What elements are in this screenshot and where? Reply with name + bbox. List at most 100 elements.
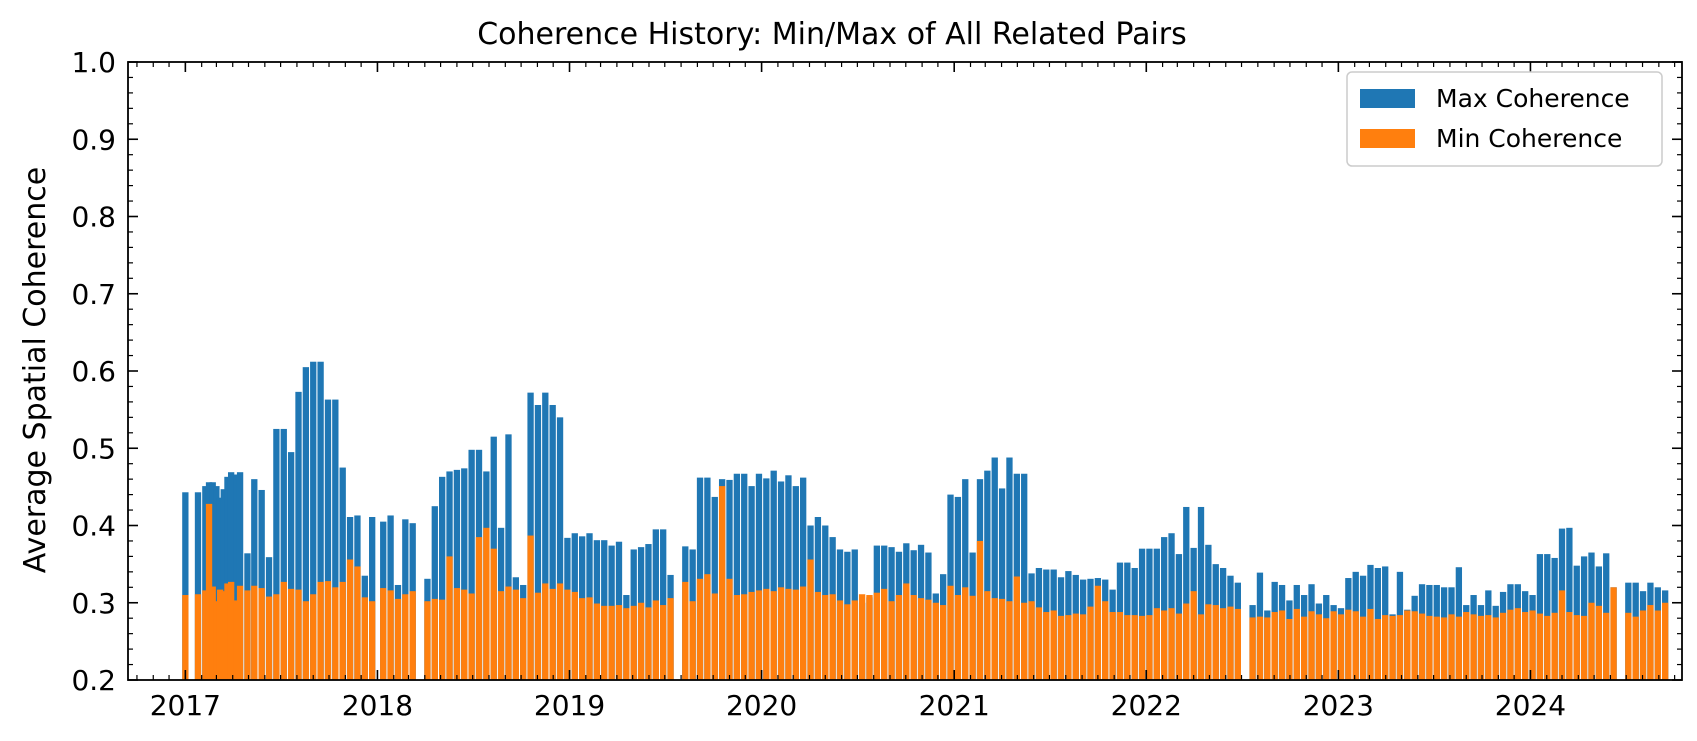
min-bar (1411, 611, 1418, 680)
min-bar (380, 588, 387, 680)
min-bar (1426, 615, 1433, 680)
min-bar (387, 590, 394, 680)
min-bar (273, 594, 280, 680)
min-bar (205, 503, 213, 680)
min-bar (1647, 605, 1654, 680)
min-bar (453, 588, 461, 680)
min-bar (755, 590, 763, 680)
min-bar (302, 601, 310, 680)
min-bar (431, 598, 438, 680)
min-bar (556, 583, 564, 680)
min-bar (1153, 608, 1160, 680)
min-bar (925, 599, 932, 680)
min-bar (704, 574, 711, 680)
max-bar (991, 457, 998, 680)
min-bar (1050, 610, 1057, 680)
max-bar (770, 470, 777, 680)
min-bar (1146, 615, 1153, 680)
min-bar (836, 600, 844, 680)
min-bar (976, 540, 984, 680)
max-bar (1168, 533, 1175, 680)
y-tick-label: 0.2 (71, 664, 116, 697)
x-tick-label: 2020 (726, 689, 797, 722)
x-tick-label: 2024 (1495, 689, 1566, 722)
min-bar (202, 590, 209, 680)
min-bar (1389, 615, 1396, 680)
min-bar (1639, 610, 1647, 680)
max-bar (182, 492, 189, 680)
min-bar (1603, 612, 1610, 680)
max-bar (461, 468, 468, 680)
min-bar (534, 592, 542, 680)
max-bar (1138, 548, 1146, 680)
max-bar (236, 472, 244, 680)
min-bar (1057, 615, 1065, 680)
min-bar (512, 589, 519, 680)
max-bar (534, 404, 542, 680)
min-bar (578, 598, 586, 680)
min-bar (224, 583, 231, 680)
min-bar (1175, 613, 1183, 680)
min-bar (468, 593, 475, 680)
min-bar (236, 585, 244, 680)
min-bar (280, 581, 287, 680)
min-bar (1404, 610, 1411, 680)
min-bar (1256, 616, 1264, 680)
min-bar (998, 598, 1006, 680)
min-bar (1330, 611, 1337, 680)
min-bar (265, 596, 273, 680)
max-bar (233, 474, 240, 680)
legend-box (1346, 71, 1663, 167)
min-bar (1470, 614, 1477, 680)
min-bar (527, 535, 534, 680)
max-bar (1566, 527, 1573, 680)
min-bar (689, 601, 696, 680)
min-bar (888, 601, 895, 680)
min-bar (346, 559, 354, 680)
min-bar (785, 588, 792, 680)
min-bar (1006, 601, 1013, 680)
x-tick-label: 2018 (342, 689, 413, 722)
max-bar (777, 481, 785, 680)
max-bar (213, 486, 220, 680)
min-bar (361, 597, 368, 680)
y-tick-label: 0.3 (71, 587, 116, 620)
min-bar (800, 586, 807, 680)
legend-label-max: Max Coherence (1436, 84, 1630, 113)
max-bar (332, 399, 339, 680)
min-bar (1485, 615, 1492, 680)
max-bar (556, 417, 564, 680)
min-bar (475, 537, 483, 680)
x-tick-label: 2022 (1111, 689, 1182, 722)
min-bar (1514, 608, 1521, 680)
min-bar (1536, 613, 1544, 680)
min-bar (1463, 612, 1470, 680)
min-bar (1271, 612, 1278, 680)
max-bar (220, 489, 227, 680)
min-bar (310, 594, 317, 680)
min-bar (858, 594, 866, 680)
min-bar (637, 602, 645, 680)
max-bar (733, 473, 741, 680)
min-bar (748, 591, 755, 680)
min-bar (1573, 615, 1580, 680)
max-bar (711, 496, 718, 680)
min-bar (1529, 610, 1536, 680)
min-bar (1183, 603, 1190, 680)
max-bar (660, 529, 667, 680)
min-bar (549, 588, 556, 680)
min-bar (317, 581, 324, 680)
min-bar (520, 598, 527, 680)
min-bar (696, 578, 704, 680)
max-bar (273, 428, 280, 680)
max-bar (1183, 506, 1190, 680)
min-bar (1345, 609, 1352, 680)
min-bar (814, 591, 822, 680)
min-bar (233, 600, 240, 680)
min-bar (571, 591, 578, 680)
max-bar (1006, 457, 1013, 680)
y-tick-label: 0.6 (71, 355, 116, 388)
min-bar (227, 581, 235, 680)
max-bar (324, 399, 332, 680)
max-bar (431, 506, 438, 680)
